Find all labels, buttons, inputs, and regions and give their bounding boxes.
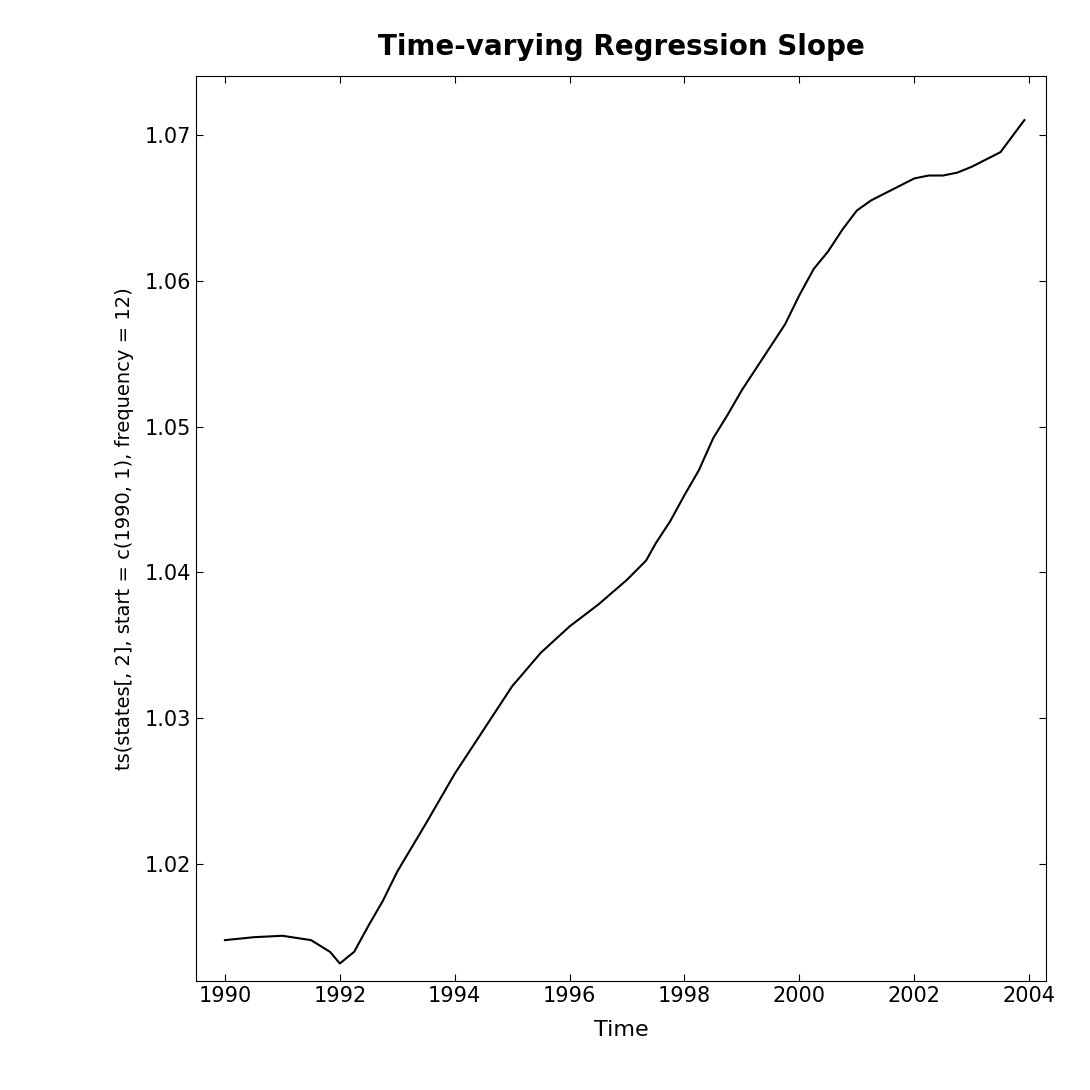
Title: Time-varying Regression Slope: Time-varying Regression Slope xyxy=(378,34,864,61)
Y-axis label: ts(states[, 2], start = c(1990, 1), frequency = 12): ts(states[, 2], start = c(1990, 1), freq… xyxy=(114,288,134,770)
X-axis label: Time: Time xyxy=(594,1020,649,1040)
